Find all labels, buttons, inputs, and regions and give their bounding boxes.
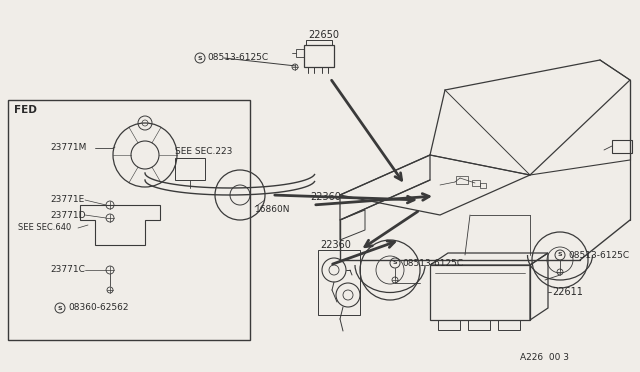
Text: SEE SEC.223: SEE SEC.223 <box>175 148 232 157</box>
Bar <box>612 140 632 153</box>
Bar <box>306 40 332 45</box>
Text: 08360-62562: 08360-62562 <box>68 304 129 312</box>
Bar <box>480 183 486 188</box>
Text: FED: FED <box>14 105 37 115</box>
Bar <box>468 320 490 330</box>
Bar <box>296 49 304 57</box>
Text: 08513-6125C: 08513-6125C <box>402 259 463 267</box>
Text: A226  00 3: A226 00 3 <box>520 353 569 362</box>
Text: 22360: 22360 <box>320 240 351 250</box>
Text: S: S <box>393 260 397 266</box>
Text: 23771D: 23771D <box>50 211 86 219</box>
Bar <box>438 320 460 330</box>
Text: 08513-6125C: 08513-6125C <box>207 54 268 62</box>
Bar <box>456 176 468 184</box>
Text: 16860N: 16860N <box>255 205 291 215</box>
Text: SEE SEC.640: SEE SEC.640 <box>18 224 71 232</box>
Bar <box>498 320 520 330</box>
Bar <box>318 250 360 315</box>
Bar <box>8 100 250 340</box>
Text: 23771M: 23771M <box>50 144 86 153</box>
Bar <box>472 180 480 186</box>
Text: S: S <box>198 55 202 61</box>
Text: 22360: 22360 <box>310 192 341 202</box>
Bar <box>304 45 334 67</box>
Text: 08513-6125C: 08513-6125C <box>568 250 629 260</box>
Text: S: S <box>557 253 563 257</box>
Text: 22611: 22611 <box>552 287 583 297</box>
Bar <box>175 158 205 180</box>
Text: S: S <box>58 305 62 311</box>
Text: 23771C: 23771C <box>50 266 85 275</box>
Text: 22650: 22650 <box>308 30 339 40</box>
Text: 23771E: 23771E <box>50 196 84 205</box>
